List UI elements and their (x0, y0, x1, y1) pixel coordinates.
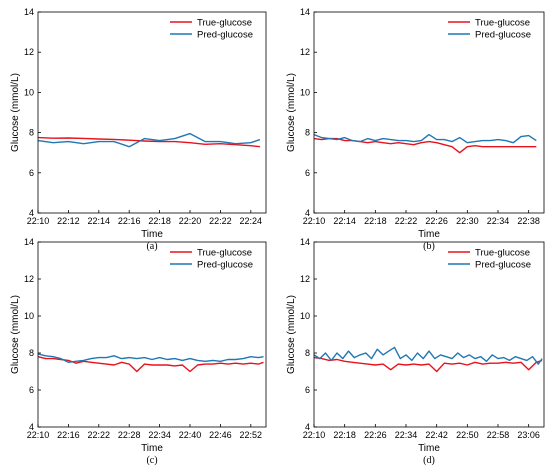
y-tick-label: 6 (29, 385, 34, 395)
x-tick-label: 22:34 (395, 430, 418, 440)
y-tick-label: 8 (29, 128, 34, 138)
y-axis-label: Glucose (mmol/L) (286, 295, 297, 374)
y-tick-label: 6 (305, 168, 310, 178)
y-tick-label: 10 (300, 87, 310, 97)
y-tick-label: 14 (300, 7, 310, 17)
legend-label: Pred-glucose (475, 30, 531, 41)
series-line-pred (313, 346, 543, 365)
x-tick-label: 22:38 (517, 216, 540, 226)
plot-frame (313, 241, 545, 428)
y-tick-label: 12 (24, 274, 34, 284)
y-tick-label: 14 (24, 7, 34, 17)
x-tick-label: 22:12 (57, 216, 80, 226)
chart-panel-a: 4 6 8 10 12 14 22:10 22:12 22:14 22:16 22:18 22:20 2… (10, 7, 267, 252)
x-tick-label: 22:46 (209, 430, 232, 440)
x-tick-label: 22:18 (148, 216, 171, 226)
x-axis-label: Time (418, 229, 440, 240)
panel-caption: (c) (146, 455, 157, 466)
x-tick-label: 22:26 (364, 430, 387, 440)
series-line-pred (37, 353, 264, 363)
x-tick-label: 22:28 (118, 430, 141, 440)
x-tick-label: 22:24 (240, 216, 263, 226)
plot-frame (37, 241, 267, 428)
x-tick-label: 22:10 (27, 216, 50, 226)
y-tick-label: 6 (305, 385, 310, 395)
chart-panel-b: 4 6 8 10 12 14 22:10 22:14 22:18 22:22 22:26 22:30 2… (286, 7, 545, 252)
y-tick-label: 14 (24, 237, 34, 247)
x-tick-label: 22:30 (456, 216, 479, 226)
y-tick-label: 4 (29, 208, 34, 218)
legend-label: True-glucose (197, 248, 252, 259)
legend-label: True-glucose (475, 248, 530, 259)
x-tick-label: 22:14 (333, 216, 356, 226)
x-axis-label: Time (418, 443, 440, 454)
plot-frame (313, 11, 545, 214)
x-tick-label: 22:18 (364, 216, 387, 226)
plot-frame (37, 11, 267, 214)
y-tick-label: 14 (300, 237, 310, 247)
x-tick-label: 22:10 (303, 430, 326, 440)
x-axis-label: Time (141, 443, 163, 454)
legend-label: Pred-glucose (197, 260, 253, 271)
y-tick-label: 4 (29, 422, 34, 432)
legend-label: True-glucose (475, 18, 530, 29)
x-tick-label: 22:42 (425, 430, 448, 440)
x-tick-label: 22:26 (425, 216, 448, 226)
x-tick-label: 22:20 (179, 216, 202, 226)
y-tick-label: 10 (24, 311, 34, 321)
panel-caption: (d) (423, 455, 435, 466)
x-tick-label: 22:50 (456, 430, 479, 440)
x-tick-label: 22:22 (395, 216, 418, 226)
x-tick-label: 22:22 (209, 216, 232, 226)
x-tick-label: 22:40 (179, 430, 202, 440)
y-tick-label: 10 (24, 87, 34, 97)
y-axis-label: Glucose (mmol/L) (10, 295, 21, 374)
legend-label: Pred-glucose (197, 30, 253, 41)
legend-label: True-glucose (197, 18, 252, 29)
series-line-true (313, 356, 543, 373)
chart-panel-c: 4 6 8 10 12 14 22:10 22:16 22:22 22:28 22:34 22:40 2… (10, 237, 267, 466)
panel-caption: (b) (423, 241, 435, 252)
x-tick-label: 22:22 (88, 430, 111, 440)
y-tick-label: 12 (24, 47, 34, 57)
y-tick-label: 12 (300, 47, 310, 57)
y-tick-label: 4 (305, 422, 310, 432)
series-line-true (37, 356, 264, 373)
y-tick-label: 6 (29, 168, 34, 178)
x-tick-label: 22:10 (303, 216, 326, 226)
x-tick-label: 22:18 (333, 430, 356, 440)
y-axis-label: Glucose (mmol/L) (10, 73, 21, 152)
x-tick-label: 22:16 (57, 430, 80, 440)
x-tick-label: 23:06 (517, 430, 540, 440)
x-tick-label: 22:34 (148, 430, 171, 440)
y-tick-label: 10 (300, 311, 310, 321)
chart-panel-d: 4 6 8 10 12 14 22:10 22:18 22:26 22:34 22:42 22:50 2… (286, 237, 545, 466)
y-tick-label: 12 (300, 274, 310, 284)
x-tick-label: 22:34 (487, 216, 510, 226)
x-axis-label: Time (141, 229, 163, 240)
x-tick-label: 22:16 (118, 216, 141, 226)
x-tick-label: 22:14 (88, 216, 111, 226)
legend-label: Pred-glucose (475, 260, 531, 271)
y-tick-label: 8 (305, 348, 310, 358)
y-tick-label: 8 (29, 348, 34, 358)
x-tick-label: 22:52 (240, 430, 263, 440)
panel-caption: (a) (146, 241, 157, 252)
y-axis-label: Glucose (mmol/L) (286, 73, 297, 152)
series-line-pred (313, 133, 537, 144)
y-tick-label: 4 (305, 208, 310, 218)
x-tick-label: 22:58 (487, 430, 510, 440)
y-tick-label: 8 (305, 128, 310, 138)
x-tick-label: 22:10 (27, 430, 50, 440)
series-line-pred (37, 132, 261, 148)
series-line-true (37, 136, 260, 148)
